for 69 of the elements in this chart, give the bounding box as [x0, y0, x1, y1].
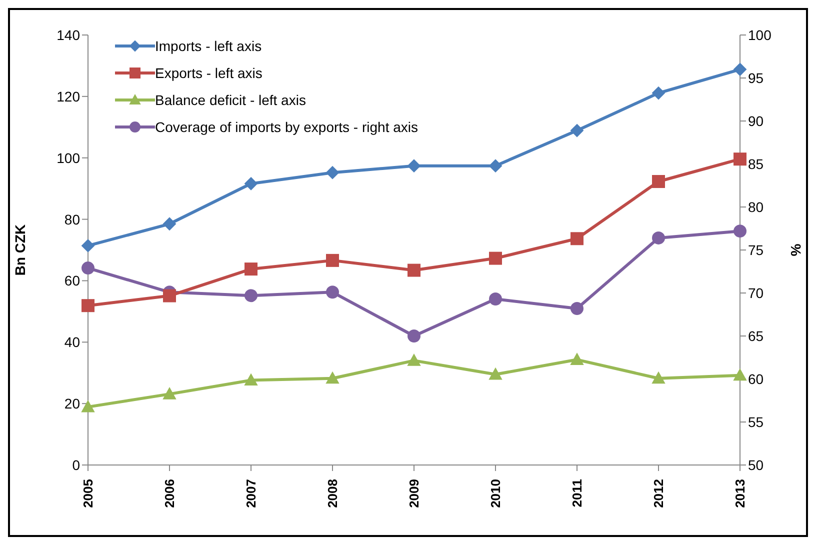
x-tick-label: 2005: [80, 479, 96, 508]
point: [244, 177, 258, 190]
point: [570, 232, 584, 246]
y2-tick-label: 65: [748, 328, 764, 344]
point: [489, 252, 502, 265]
y2-tick-label: 75: [748, 242, 764, 258]
point: [408, 264, 420, 277]
point: [734, 224, 746, 238]
x-tick-label: 2011: [570, 479, 584, 508]
legend-label: Balance deficit - left axis: [155, 92, 306, 108]
point: [652, 231, 665, 244]
legend-label: Exports - left axis: [155, 64, 262, 80]
y2-tick-label: 95: [748, 70, 764, 86]
point: [489, 292, 502, 306]
point: [652, 372, 665, 384]
y2-tick-label: 70: [748, 284, 764, 301]
x-tick-label: 2010: [488, 479, 503, 508]
y-tick-label: 40: [64, 334, 80, 350]
y2-tick-label: 85: [748, 156, 764, 172]
point: [570, 124, 584, 138]
legend-label: Coverage of imports by exports - right axis: [155, 118, 418, 134]
point: [244, 289, 258, 302]
point: [734, 152, 746, 166]
y2-axis-title: %: [788, 244, 804, 257]
y-tick-label: 0: [72, 456, 80, 473]
y-tick-label: 80: [64, 211, 80, 228]
y-tick-label: 60: [64, 272, 80, 289]
y-tick-label: 20: [64, 396, 80, 412]
x-tick-label: 2008: [325, 479, 340, 508]
y2-tick-label: 55: [748, 414, 764, 430]
x-tick-label: 2013: [732, 479, 748, 508]
point: [244, 374, 258, 386]
point: [489, 159, 502, 172]
point: [408, 159, 420, 172]
point: [652, 86, 665, 100]
y2-tick-label: 60: [748, 370, 764, 387]
point: [652, 175, 665, 188]
y2-tick-label: 80: [748, 198, 764, 215]
point: [570, 353, 584, 365]
point: [734, 368, 746, 381]
point: [408, 354, 420, 366]
y2-tick-label: 50: [748, 456, 764, 473]
point: [326, 254, 339, 267]
point: [326, 286, 339, 299]
point: [82, 400, 94, 412]
point: [570, 302, 584, 315]
y-tick-label: 120: [56, 88, 80, 104]
y2-tick-label: 90: [748, 112, 764, 129]
x-tick-label: 2009: [406, 479, 422, 508]
x-tick-label: 2006: [162, 479, 177, 508]
y-axis-title: Bn CZK: [12, 224, 28, 276]
point: [82, 299, 94, 312]
point: [326, 166, 339, 180]
x-tick-label: 2007: [244, 479, 258, 508]
point: [489, 368, 502, 380]
point: [734, 62, 746, 76]
legend-label: Imports - left axis: [155, 38, 262, 54]
point: [163, 217, 176, 230]
point: [326, 372, 339, 384]
point: [163, 388, 176, 400]
point: [408, 330, 420, 342]
y-tick-label: 140: [56, 26, 80, 43]
y2-tick-label: 100: [748, 26, 772, 43]
point: [82, 262, 94, 275]
point: [82, 239, 94, 252]
y-tick-label: 100: [56, 150, 80, 166]
point: [163, 289, 176, 302]
point: [244, 262, 258, 276]
x-tick-label: 2012: [651, 479, 666, 508]
